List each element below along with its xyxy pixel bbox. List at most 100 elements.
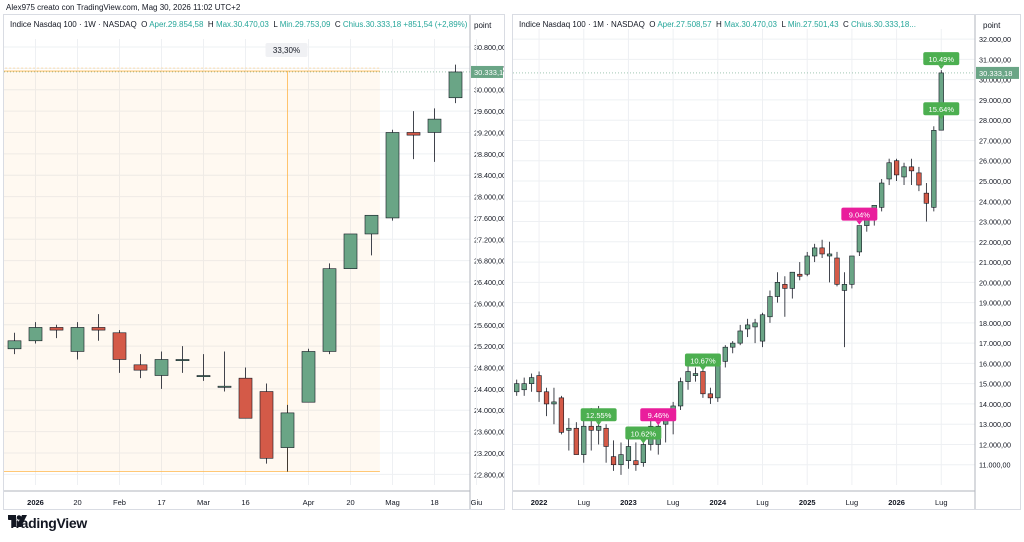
bullish-candle (826, 253, 833, 257)
bullish-candle (514, 383, 520, 393)
x-tick-label: Apr (303, 498, 315, 507)
monthly-chart-panel[interactable]: Indice Nasdaq 100 · 1M · NASDAQ O Aper.2… (512, 14, 1021, 510)
bullish-candle (677, 381, 684, 407)
monthly-candlestick-chart[interactable]: 32.000,00 31.000,00 30.000,00 29.000,00 28.0… (513, 15, 1020, 509)
x-tick-label: Lug (667, 498, 680, 507)
current-price-label: 30.333,18 (979, 69, 1012, 78)
bullish-candle (301, 351, 316, 403)
x-tick-label: Lug (846, 498, 859, 507)
percent-badge (923, 52, 960, 66)
x-tick-label: Lug (935, 498, 948, 507)
bullish-candle (70, 327, 85, 352)
y-tick-label: 12.000,00 (979, 440, 1011, 449)
y-tick-label: 23.600,00 (474, 428, 504, 437)
y-tick-label: 30.000,00 (979, 76, 1011, 85)
bullish-candle (364, 214, 379, 235)
measure-label: 33,30% (273, 46, 300, 55)
y-tick-label: 25.200,00 (474, 342, 504, 351)
bullish-candle (280, 412, 295, 448)
bearish-candle (916, 172, 922, 186)
y-tick-label: 28.400,00 (474, 171, 504, 180)
badge-pointer (655, 421, 662, 426)
bullish-candle (217, 385, 232, 388)
measure-label-box (265, 43, 308, 58)
y-tick-label: 15.000,00 (979, 380, 1011, 389)
bullish-candle (154, 359, 169, 376)
x-tick-label: Feb (113, 498, 126, 507)
current-price-label: 30.333,18 (474, 68, 504, 77)
percent-badge (684, 353, 721, 367)
y-tick-label: 13.000,00 (979, 420, 1011, 429)
bullish-candle (856, 225, 862, 253)
y-tick-label: 24.400,00 (474, 385, 504, 394)
y-tick-label: 21.000,00 (979, 258, 1011, 267)
y-tick-label: 29.200,00 (474, 128, 504, 137)
y-tick-label: 26.000,00 (474, 299, 504, 308)
y-tick-label: 29.600,00 (474, 107, 504, 116)
bearish-candle (536, 375, 542, 393)
percent-badge-label: 10.49% (929, 55, 955, 64)
y-tick-label: 32.000,00 (979, 35, 1011, 44)
bullish-candle (343, 233, 358, 269)
bullish-candle (730, 342, 736, 348)
y-tick-label: 26.800,00 (474, 257, 504, 266)
bullish-candle (767, 296, 773, 318)
percent-badge-label: 12.55% (586, 411, 612, 420)
bullish-candle (849, 255, 855, 285)
percent-badge-label: 15.64% (929, 105, 955, 114)
bearish-candle (707, 393, 713, 399)
badge-pointer (640, 439, 647, 444)
y-tick-label: 17.000,00 (979, 339, 1011, 348)
chart-header: Alex975 creato con TradingView.com, Mag … (6, 3, 241, 12)
percent-badge (923, 102, 960, 116)
bullish-candle (737, 330, 743, 344)
badge-pointer (938, 115, 945, 120)
price-axis-unit: point (474, 21, 492, 30)
bullish-candle (551, 401, 557, 405)
bullish-candle (901, 166, 907, 178)
bearish-candle (133, 364, 148, 371)
tradingview-logo-icon (8, 515, 27, 527)
y-tick-label: 28.800,00 (474, 150, 504, 159)
percent-badge (640, 408, 677, 422)
weekly-chart-panel[interactable]: Indice Nasdaq 100 · 1W · NASDAQ O Aper.2… (3, 14, 505, 510)
bearish-candle (700, 371, 706, 395)
price-label-box (471, 65, 503, 78)
bullish-candle (322, 268, 337, 352)
bullish-candle (385, 132, 400, 219)
bearish-candle (543, 391, 550, 405)
y-tick-label: 26.400,00 (474, 278, 504, 287)
badge-pointer (699, 366, 706, 371)
y-tick-label: 24.000,00 (474, 406, 504, 415)
bearish-candle (603, 427, 609, 447)
x-tick-label: 2026 (27, 498, 44, 507)
y-tick-label: 28.000,00 (474, 193, 504, 202)
symbol-info: Indice Nasdaq 100 · 1W · NASDAQ (10, 20, 137, 29)
bullish-candle (596, 425, 602, 431)
x-tick-label: 2026 (888, 498, 905, 507)
y-tick-label: 27.000,00 (979, 136, 1011, 145)
bearish-candle (406, 132, 421, 136)
brand-name: TradingView (8, 515, 87, 531)
y-tick-label: 20.000,00 (979, 278, 1011, 287)
weekly-candlestick-chart[interactable]: 30.800,0030.400,0030.000,0029.600,0029.2… (4, 15, 504, 509)
bullish-candle (685, 371, 691, 382)
monthly-chart-title: Indice Nasdaq 100 · 1M · NASDAQ O Aper.2… (519, 20, 916, 29)
y-tick-label: 24.800,00 (474, 363, 504, 372)
y-tick-label: 31.000,00 (979, 55, 1011, 64)
bullish-candle (448, 71, 463, 99)
x-tick-label: 20 (346, 498, 354, 507)
percent-badge-label: 9.04% (849, 211, 871, 220)
percent-badge-label: 10.67% (690, 357, 716, 366)
bearish-candle (238, 377, 253, 419)
bullish-candle (581, 425, 587, 455)
bullish-candle (625, 446, 632, 461)
y-tick-label: 14.000,00 (979, 400, 1011, 409)
y-tick-label: 30.000,00 (474, 86, 504, 95)
y-tick-label: 27.600,00 (474, 214, 504, 223)
y-tick-label: 19.000,00 (979, 299, 1011, 308)
bullish-candle (566, 427, 572, 431)
x-tick-label: 17 (157, 498, 165, 507)
bullish-candle (759, 314, 766, 342)
y-tick-label: 23.000,00 (979, 218, 1011, 227)
